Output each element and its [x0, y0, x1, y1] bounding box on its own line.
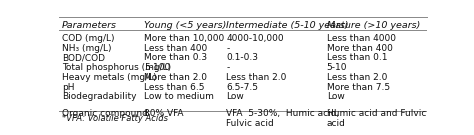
Text: Heavy metals (mg/L): Heavy metals (mg/L): [62, 73, 157, 82]
Text: Low to medium: Low to medium: [145, 92, 214, 102]
Text: Parameters: Parameters: [62, 21, 117, 30]
Text: -: -: [227, 63, 229, 72]
Text: More than 400: More than 400: [327, 44, 392, 53]
Text: *VFA: Volatile Fatty Acids: *VFA: Volatile Fatty Acids: [62, 114, 168, 123]
Text: Humic acid and Fulvic
acid: Humic acid and Fulvic acid: [327, 109, 426, 128]
Text: Less than 400: Less than 400: [145, 44, 208, 53]
Text: pH: pH: [62, 83, 75, 92]
Text: More than 7.5: More than 7.5: [327, 83, 390, 92]
Text: Less than 6.5: Less than 6.5: [145, 83, 205, 92]
Text: 5-100: 5-100: [145, 63, 171, 72]
Text: Less than 2.0: Less than 2.0: [327, 73, 387, 82]
Text: 80% VFA: 80% VFA: [145, 109, 184, 118]
Text: 5-10: 5-10: [327, 63, 347, 72]
Text: Less than 0.1: Less than 0.1: [327, 53, 387, 62]
Text: COD (mg/L): COD (mg/L): [62, 34, 115, 43]
Text: Low: Low: [227, 92, 244, 102]
Text: Intermediate (5-10 years): Intermediate (5-10 years): [227, 21, 349, 30]
Text: Young (<5 years): Young (<5 years): [145, 21, 227, 30]
Text: Biodegradability: Biodegradability: [62, 92, 137, 102]
Text: Low: Low: [327, 92, 345, 102]
Text: More than 0.3: More than 0.3: [145, 53, 208, 62]
Text: Total phosphorus (mg/L): Total phosphorus (mg/L): [62, 63, 171, 72]
Text: Less than 2.0: Less than 2.0: [227, 73, 287, 82]
Text: VFA  5-30%,  Humic acid,
Fulvic acid: VFA 5-30%, Humic acid, Fulvic acid: [227, 109, 340, 128]
Text: More than 2.0: More than 2.0: [145, 73, 208, 82]
Text: Less than 4000: Less than 4000: [327, 34, 396, 43]
Text: Mature (>10 years): Mature (>10 years): [327, 21, 420, 30]
Text: NH₃ (mg/L): NH₃ (mg/L): [62, 44, 112, 53]
Text: -: -: [227, 44, 229, 53]
Text: 6.5-7.5: 6.5-7.5: [227, 83, 258, 92]
Text: 4000-10,000: 4000-10,000: [227, 34, 284, 43]
Text: BOD/COD: BOD/COD: [62, 53, 105, 62]
Text: More than 10,000: More than 10,000: [145, 34, 225, 43]
Text: Organic compound: Organic compound: [62, 109, 148, 118]
Text: 0.1-0.3: 0.1-0.3: [227, 53, 258, 62]
